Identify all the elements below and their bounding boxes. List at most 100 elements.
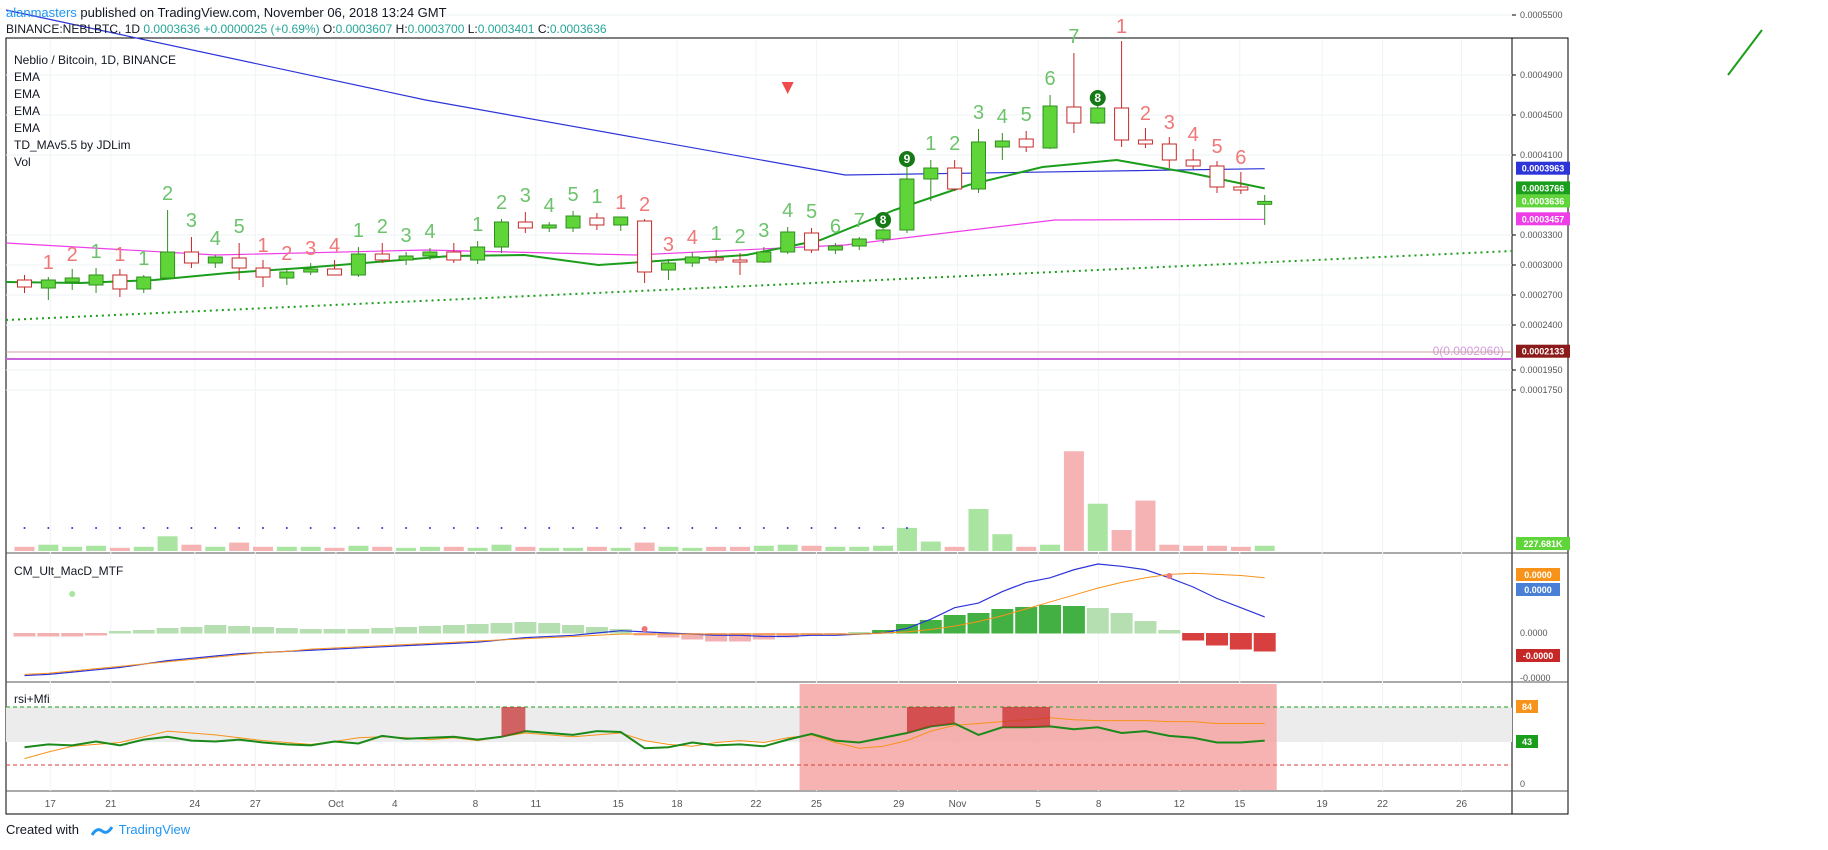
- volume-bar: [109, 547, 130, 551]
- td-count-label: 3: [1164, 112, 1175, 134]
- legend-ema-4[interactable]: EMA: [14, 121, 41, 135]
- open-value: 0.0003607: [335, 22, 393, 36]
- volume-bar: [515, 546, 536, 551]
- rsi-pane-title[interactable]: rsi+Mfi: [14, 692, 50, 706]
- td-count-label: 7: [1068, 26, 1079, 48]
- macd-axis-label: -0.0000: [1520, 673, 1551, 683]
- price-tick-label: 0.0001950: [1520, 365, 1563, 375]
- volume-bar: [229, 542, 250, 551]
- time-tick-label: Nov: [949, 799, 967, 810]
- td-count-label: 6: [1235, 147, 1246, 169]
- td-count-label: 3: [401, 225, 412, 247]
- close-label: C:: [537, 22, 550, 36]
- symbol-label: BINANCE:NEBLBTC, 1D: [6, 22, 141, 36]
- legend-td-ma[interactable]: TD_MAv5.5 by JDLim: [14, 138, 131, 152]
- vol-dot: [667, 527, 670, 529]
- candle-body: [684, 256, 700, 264]
- high-label: H:: [395, 22, 408, 36]
- author-link[interactable]: alanmasters: [6, 5, 77, 20]
- volume-bar: [849, 546, 870, 551]
- ohlc-bar: BINANCE:NEBLBTC, 1D 0.0003636 +0.0000025…: [6, 21, 607, 37]
- footer: Created with TradingView: [6, 822, 190, 837]
- volume-bar: [62, 546, 83, 551]
- candle-body: [804, 232, 820, 251]
- vol-dot: [643, 527, 646, 529]
- candle-body: [350, 253, 366, 276]
- macd-histogram-bar: [562, 625, 585, 634]
- candle-body: [112, 274, 128, 290]
- td-count-label: 4: [1188, 124, 1199, 146]
- time-tick-label: 26: [1456, 799, 1468, 810]
- vol-dot: [595, 527, 598, 529]
- td-badge-circle: [875, 212, 892, 228]
- macd-badge: [1516, 568, 1560, 581]
- td-count-label: 4: [687, 227, 698, 249]
- price-badge: [1516, 212, 1570, 226]
- time-tick-label: 25: [811, 799, 823, 810]
- chart-title[interactable]: Neblio / Bitcoin, 1D, BINANCE: [14, 53, 177, 67]
- td-count-label: 1: [591, 186, 602, 208]
- price-badge-label: 227.681K: [1523, 539, 1563, 549]
- price-tick-label: 0.0004500: [1520, 110, 1563, 120]
- td-badge-label: 8: [1094, 91, 1101, 105]
- vol-dot: [691, 527, 694, 529]
- time-tick-label: 27: [250, 799, 262, 810]
- macd-histogram-bar: [538, 623, 561, 634]
- macd-histogram-bar: [1206, 633, 1228, 646]
- volume-bar: [706, 546, 727, 551]
- td-count-label: 4: [782, 200, 793, 222]
- macd-histogram-bar: [323, 629, 346, 634]
- macd-histogram-bar: [37, 633, 60, 637]
- candle-body: [422, 251, 438, 257]
- publish-header: alanmasters published on TradingView.com…: [6, 4, 447, 21]
- candle-body: [971, 141, 986, 190]
- vol-dot: [142, 527, 145, 529]
- price-tick-label: 0.0002400: [1520, 320, 1563, 330]
- rsi-badge: [1516, 735, 1538, 748]
- candle-body: [708, 257, 724, 261]
- price-tick-label: 0.0004100: [1520, 150, 1563, 160]
- legend-ema-3[interactable]: EMA: [14, 104, 41, 118]
- price-badge: [1516, 344, 1570, 358]
- vol-dot: [190, 527, 193, 529]
- vol-dot: [428, 527, 431, 529]
- macd-histogram-bar: [395, 627, 418, 634]
- macd-histogram-bar: [1229, 633, 1252, 650]
- price-badge-label: 0.0003963: [1522, 164, 1565, 174]
- volume-bar: [1111, 530, 1132, 551]
- td-badge-circle: [898, 151, 915, 167]
- legend-vol[interactable]: Vol: [14, 155, 31, 169]
- td-count-label: 6: [1044, 68, 1055, 90]
- td-count-label: 2: [67, 244, 78, 266]
- legend-ema-1[interactable]: EMA: [14, 70, 41, 84]
- legend-ema-2[interactable]: EMA: [14, 87, 41, 101]
- candle-body: [374, 253, 390, 261]
- macd-pane-title[interactable]: CM_Ult_MacD_MTF: [14, 564, 124, 578]
- macd-histogram-bar: [180, 627, 203, 634]
- td-count-label: 3: [520, 185, 531, 207]
- time-tick-label: 18: [671, 799, 683, 810]
- tradingview-link[interactable]: TradingView: [118, 822, 191, 837]
- candle-body: [589, 217, 605, 226]
- volume-bar: [396, 547, 417, 551]
- macd-histogram-bar: [13, 633, 36, 637]
- time-tick-label: 22: [1377, 799, 1389, 810]
- macd-histogram-bar: [514, 622, 537, 634]
- volume-bar: [944, 546, 965, 551]
- volume-bar: [276, 546, 297, 551]
- fib-label: 0(0.0002060): [1433, 344, 1504, 358]
- time-tick-label: 4: [392, 799, 398, 810]
- candle-body: [160, 251, 176, 279]
- volume-bar: [658, 546, 679, 551]
- time-tick-label: Oct: [328, 799, 344, 810]
- vol-dot: [786, 527, 789, 529]
- time-tick-label: 11: [531, 799, 542, 810]
- vol-dot: [548, 527, 551, 529]
- td-badge-label: 8: [880, 213, 887, 227]
- td-count-label: 2: [949, 133, 960, 155]
- candle-body: [923, 167, 939, 180]
- time-tick-label: 15: [613, 799, 625, 810]
- td-count-label: 4: [210, 228, 221, 250]
- volume-bar: [1254, 545, 1275, 551]
